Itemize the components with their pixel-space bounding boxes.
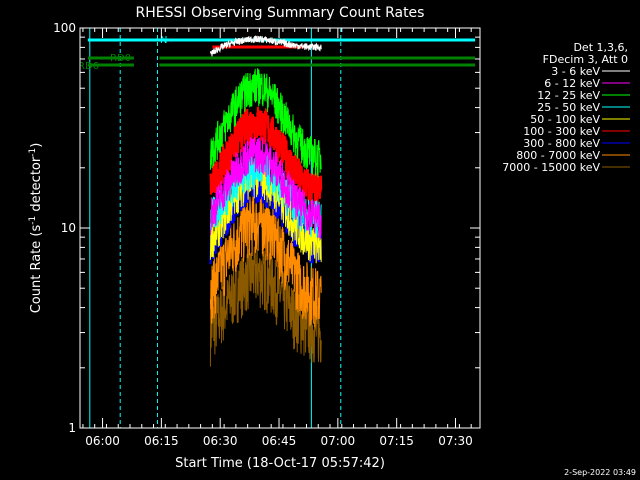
chart-title: RHESSI Observing Summary Count Rates [136, 5, 425, 21]
plot-area: RD0 RD6 N [78, 28, 476, 428]
flag-label-2: N [160, 35, 167, 46]
y-label-pre: Count Rate (s [29, 225, 44, 314]
x-tick-label-5: 07:15 [379, 434, 414, 448]
y-tick-label-2: 100 [53, 21, 76, 35]
series-line-5 [209, 106, 323, 207]
legend-label-4: 50 - 100 keV [530, 113, 600, 126]
y-tick-label-1: 10 [61, 221, 76, 235]
x-tick-label-4: 07:00 [321, 434, 356, 448]
axes: 1 10 100 06:00 06:15 06:30 06:45 07:00 07:15 07:3… [53, 21, 481, 448]
y-label-sup2: -1 [28, 148, 38, 157]
series-line-0 [209, 35, 322, 57]
x-tick-label-1: 06:15 [144, 434, 179, 448]
y-axis-label: Count Rate (s-1 detector-1) [28, 143, 44, 314]
legend-label-0: 3 - 6 keV [551, 65, 600, 78]
legend-label-3: 25 - 50 keV [537, 101, 600, 114]
series-line-1 [209, 136, 322, 239]
x-tick-label-3: 06:45 [262, 434, 297, 448]
y-tick-label-0: 1 [68, 421, 76, 435]
legend-label-5: 100 - 300 keV [523, 125, 600, 138]
series-line-2 [209, 68, 322, 178]
y-label-post: detector [29, 156, 44, 216]
legend-header-0: Det 1,3,6, [573, 41, 628, 54]
legend-header-1: FDecim 3, Att 0 [543, 53, 628, 66]
series-line-7 [209, 195, 322, 328]
footer-date: 2-Sep-2022 03:49 [564, 468, 636, 477]
flag-label-0: RD0 [110, 53, 131, 64]
x-tick-label-2: 06:30 [203, 434, 238, 448]
y-label-sup: -1 [28, 216, 38, 225]
legend-label-7: 800 - 7000 keV [516, 149, 600, 162]
x-axis-label: Start Time (18-Oct-17 05:57:42) [175, 456, 385, 471]
x-tick-label-6: 07:30 [438, 434, 473, 448]
legend-label-2: 12 - 25 keV [537, 89, 600, 102]
x-tick-label-0: 06:00 [85, 434, 120, 448]
legend-label-8: 7000 - 15000 keV [502, 161, 600, 174]
legend-label-1: 6 - 12 keV [544, 77, 600, 90]
y-label-end: ) [29, 143, 44, 148]
legend-label-6: 300 - 800 keV [523, 137, 600, 150]
flag-label-1: RD6 [78, 61, 99, 72]
